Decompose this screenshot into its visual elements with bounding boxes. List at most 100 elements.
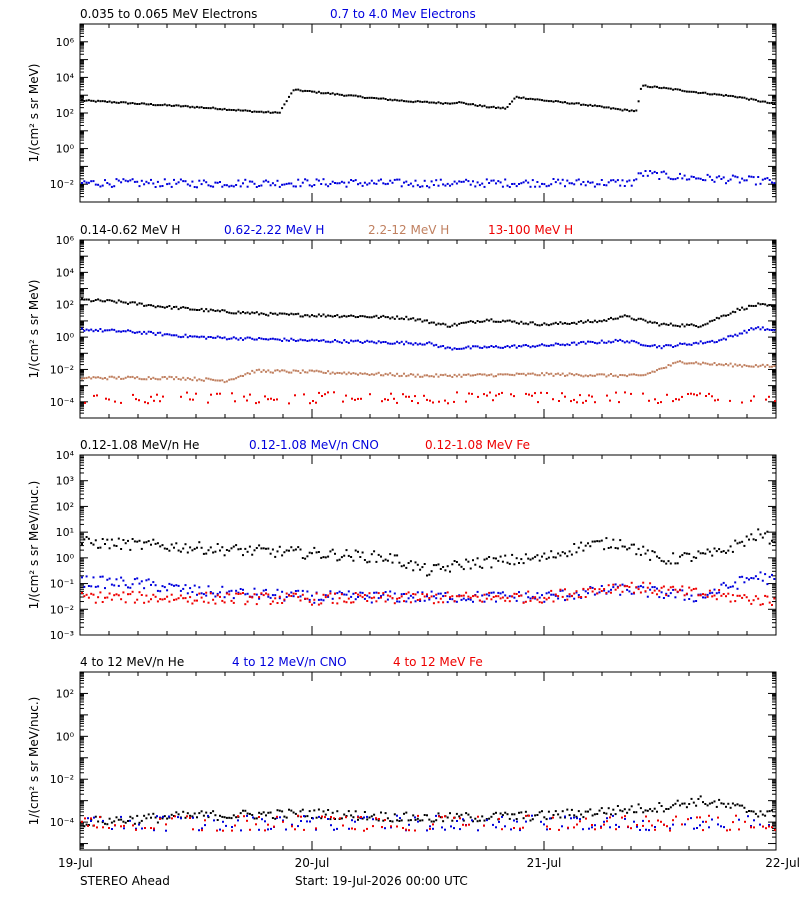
data-point — [267, 595, 270, 598]
data-point — [771, 365, 773, 368]
data-point — [306, 90, 309, 92]
data-point — [409, 560, 412, 563]
data-point — [276, 313, 279, 316]
data-point — [771, 809, 773, 812]
data-point — [170, 185, 173, 188]
data-point — [90, 817, 92, 820]
data-point — [387, 398, 389, 401]
data-point — [720, 93, 723, 96]
data-point — [402, 393, 404, 396]
data-point — [262, 369, 265, 372]
data-point — [239, 185, 242, 188]
data-point — [213, 819, 215, 822]
data-point — [84, 817, 86, 820]
data-point — [221, 815, 224, 818]
data-point — [741, 804, 744, 807]
data-point — [253, 587, 256, 590]
data-point — [83, 298, 86, 301]
data-point — [265, 370, 267, 373]
data-point — [168, 182, 171, 185]
data-point — [550, 817, 553, 820]
data-point — [615, 391, 617, 394]
data-point — [315, 315, 318, 318]
data-point — [262, 594, 265, 597]
data-point — [267, 369, 270, 372]
data-point — [290, 591, 293, 594]
data-point — [186, 812, 189, 815]
data-point — [513, 97, 516, 100]
data-point — [106, 823, 109, 826]
data-point — [333, 817, 335, 820]
data-point — [453, 102, 456, 105]
data-point — [653, 370, 656, 373]
data-point — [350, 814, 353, 817]
data-point — [267, 338, 270, 341]
data-point — [453, 600, 456, 603]
data-point — [444, 323, 447, 326]
panel-2-frame — [79, 239, 777, 419]
data-point — [430, 570, 433, 573]
data-point — [274, 555, 277, 558]
data-point — [734, 311, 737, 314]
data-point — [113, 584, 116, 587]
data-point — [140, 819, 143, 822]
data-point — [179, 178, 182, 181]
data-point — [231, 392, 233, 395]
data-point — [240, 829, 242, 832]
data-point — [718, 93, 721, 96]
series-legend-label: 0.12-1.08 MeV/n CNO — [249, 438, 379, 452]
data-point — [460, 180, 463, 183]
data-point — [704, 362, 707, 365]
data-point — [531, 394, 533, 397]
data-point — [658, 596, 661, 599]
data-point — [651, 810, 654, 813]
data-point — [612, 179, 615, 182]
data-point — [600, 179, 603, 181]
data-point — [281, 590, 284, 593]
data-point — [147, 402, 149, 405]
data-point — [623, 185, 626, 187]
data-point — [771, 539, 773, 542]
data-point — [552, 814, 555, 816]
data-point — [150, 598, 152, 601]
data-point — [297, 178, 300, 181]
data-point — [127, 820, 129, 822]
data-point — [621, 810, 624, 813]
data-point — [593, 540, 596, 543]
data-point — [633, 811, 635, 814]
data-point — [412, 596, 415, 599]
data-point — [311, 552, 313, 555]
data-point — [231, 826, 233, 828]
data-point — [182, 180, 185, 183]
data-point — [384, 819, 386, 821]
data-point — [129, 586, 132, 589]
data-point — [104, 100, 106, 103]
data-point — [244, 373, 247, 376]
data-point — [175, 305, 178, 308]
data-point — [81, 327, 83, 330]
data-point — [168, 104, 171, 107]
data-point — [764, 177, 767, 180]
data-point — [430, 101, 433, 104]
data-point — [483, 185, 486, 188]
data-point — [115, 330, 118, 333]
data-point — [152, 538, 155, 541]
data-point — [177, 816, 179, 819]
data-point — [564, 344, 566, 347]
data-point — [731, 802, 734, 805]
data-point — [511, 813, 514, 816]
data-point — [294, 313, 297, 316]
data-point — [476, 105, 479, 107]
data-point — [262, 811, 265, 814]
data-point — [757, 100, 760, 103]
data-point — [679, 88, 681, 91]
data-point — [644, 319, 647, 322]
data-point — [600, 539, 603, 542]
data-point — [559, 343, 562, 346]
data-point — [773, 329, 776, 332]
data-point — [96, 394, 98, 397]
data-point — [202, 107, 205, 109]
data-point — [481, 347, 484, 349]
data-point — [156, 589, 159, 592]
